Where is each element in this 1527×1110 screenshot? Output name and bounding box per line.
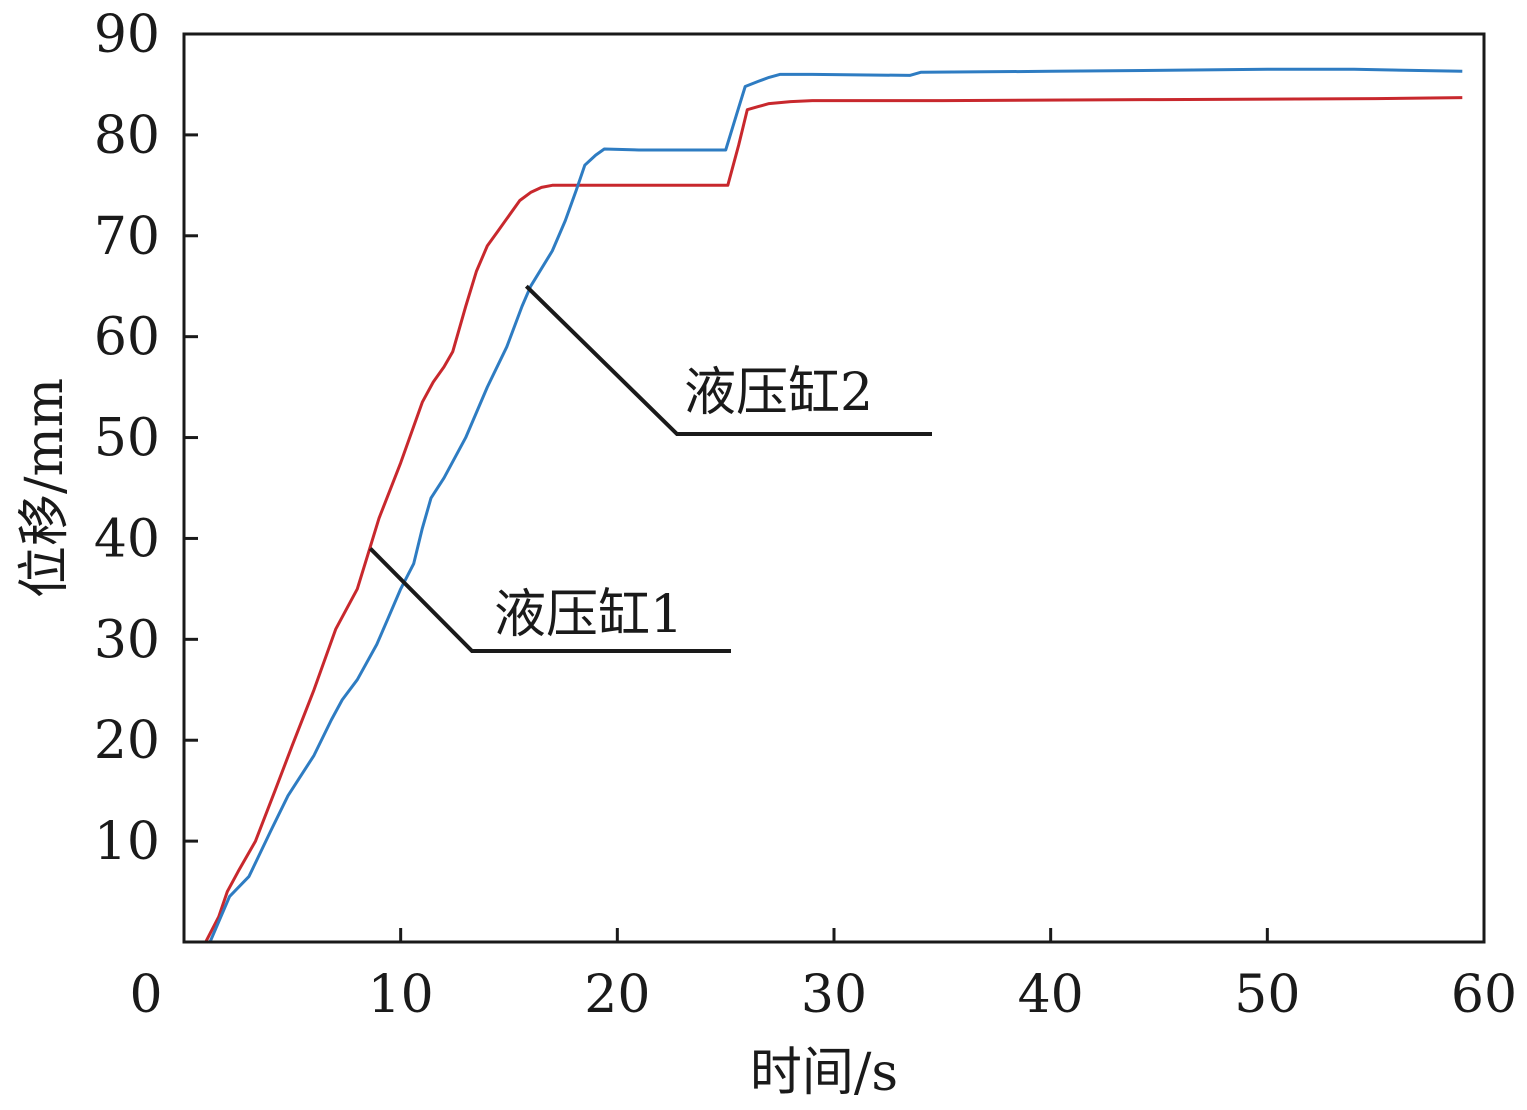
x-axis-title: 时间/s (750, 1043, 898, 1103)
x-tick-label: 30 (801, 965, 867, 1025)
annotation-leader-line (368, 547, 731, 653)
series-line-液压缸2 (184, 67, 1463, 944)
x-tick-label: 0 (129, 965, 162, 1025)
y-tick-label: 30 (94, 610, 160, 670)
y-tick-label: 80 (94, 106, 160, 166)
y-axis-title: 位移/mm (15, 378, 75, 598)
series-line-液压缸1 (184, 96, 1463, 944)
series-layer (184, 67, 1463, 944)
x-tick-label: 10 (368, 965, 434, 1025)
x-tick-label: 20 (584, 965, 650, 1025)
annotation-label: 液压缸2 (684, 363, 873, 423)
x-tick-label: 60 (1451, 965, 1517, 1025)
x-tick-label: 50 (1234, 965, 1300, 1025)
annotations-layer: 液压缸1 液压缸2 (368, 284, 932, 653)
annotation-leader-line (524, 284, 932, 436)
y-tick-label: 90 (94, 5, 160, 65)
x-tick-label: 40 (1018, 965, 1084, 1025)
y-tick-label: 40 (94, 509, 160, 569)
y-tick-label: 70 (94, 207, 160, 267)
annotation-label: 液压缸1 (494, 585, 683, 645)
y-tick-label: 10 (94, 812, 160, 872)
y-tick-label: 20 (94, 711, 160, 771)
y-tick-label: 60 (94, 308, 160, 368)
ticks-layer: 0 10 20 30 40 50 60 10 20 30 40 50 60 70 80 90 (94, 5, 1517, 1025)
plot-frame (182, 32, 1486, 944)
y-tick-label: 50 (94, 409, 160, 469)
